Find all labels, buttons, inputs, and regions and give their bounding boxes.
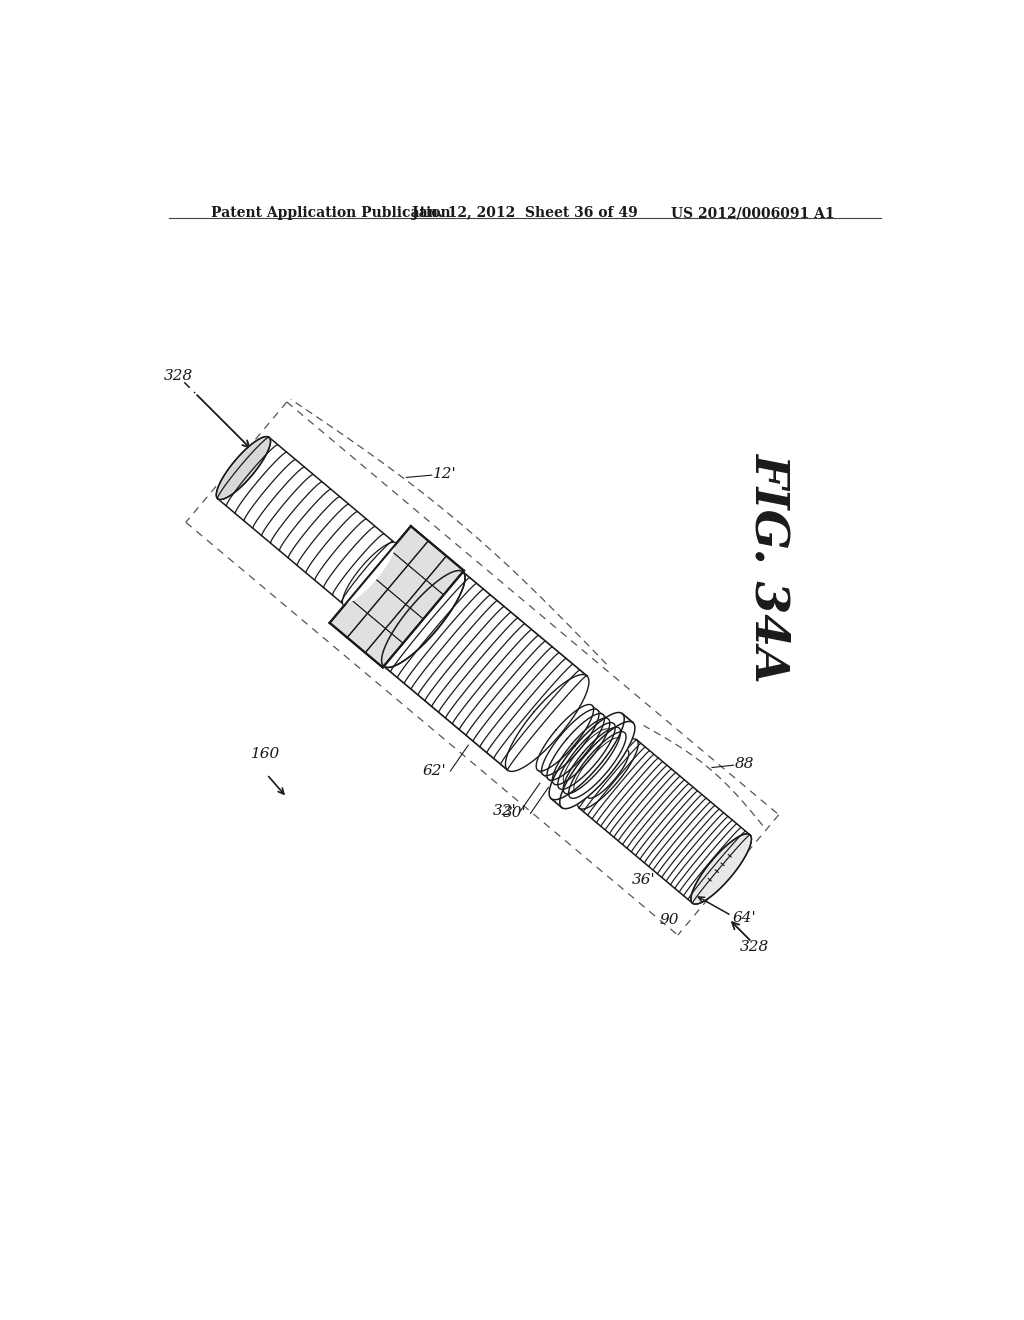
Text: 88: 88 [735, 756, 755, 771]
Text: 328: 328 [739, 940, 769, 954]
Text: Patent Application Publication: Patent Application Publication [211, 206, 451, 220]
Text: 328: 328 [164, 370, 193, 383]
Polygon shape [577, 741, 618, 789]
Text: 30': 30' [503, 807, 526, 820]
Polygon shape [578, 739, 638, 809]
Polygon shape [382, 570, 465, 668]
Text: Jan. 12, 2012  Sheet 36 of 49: Jan. 12, 2012 Sheet 36 of 49 [412, 206, 638, 220]
Polygon shape [216, 437, 270, 499]
Polygon shape [330, 527, 464, 668]
Text: 160: 160 [251, 747, 280, 760]
Polygon shape [340, 540, 394, 603]
Text: US 2012/0006091 A1: US 2012/0006091 A1 [672, 206, 836, 220]
Polygon shape [549, 713, 625, 800]
Text: FIG. 34A: FIG. 34A [746, 451, 793, 681]
Text: 64': 64' [733, 911, 757, 925]
Polygon shape [560, 722, 635, 809]
Text: 62': 62' [423, 764, 446, 777]
Text: 90: 90 [659, 913, 679, 928]
Text: 32': 32' [493, 804, 517, 818]
Text: 12': 12' [433, 466, 457, 480]
Polygon shape [691, 834, 752, 904]
Text: 36': 36' [632, 874, 655, 887]
Polygon shape [506, 675, 589, 771]
